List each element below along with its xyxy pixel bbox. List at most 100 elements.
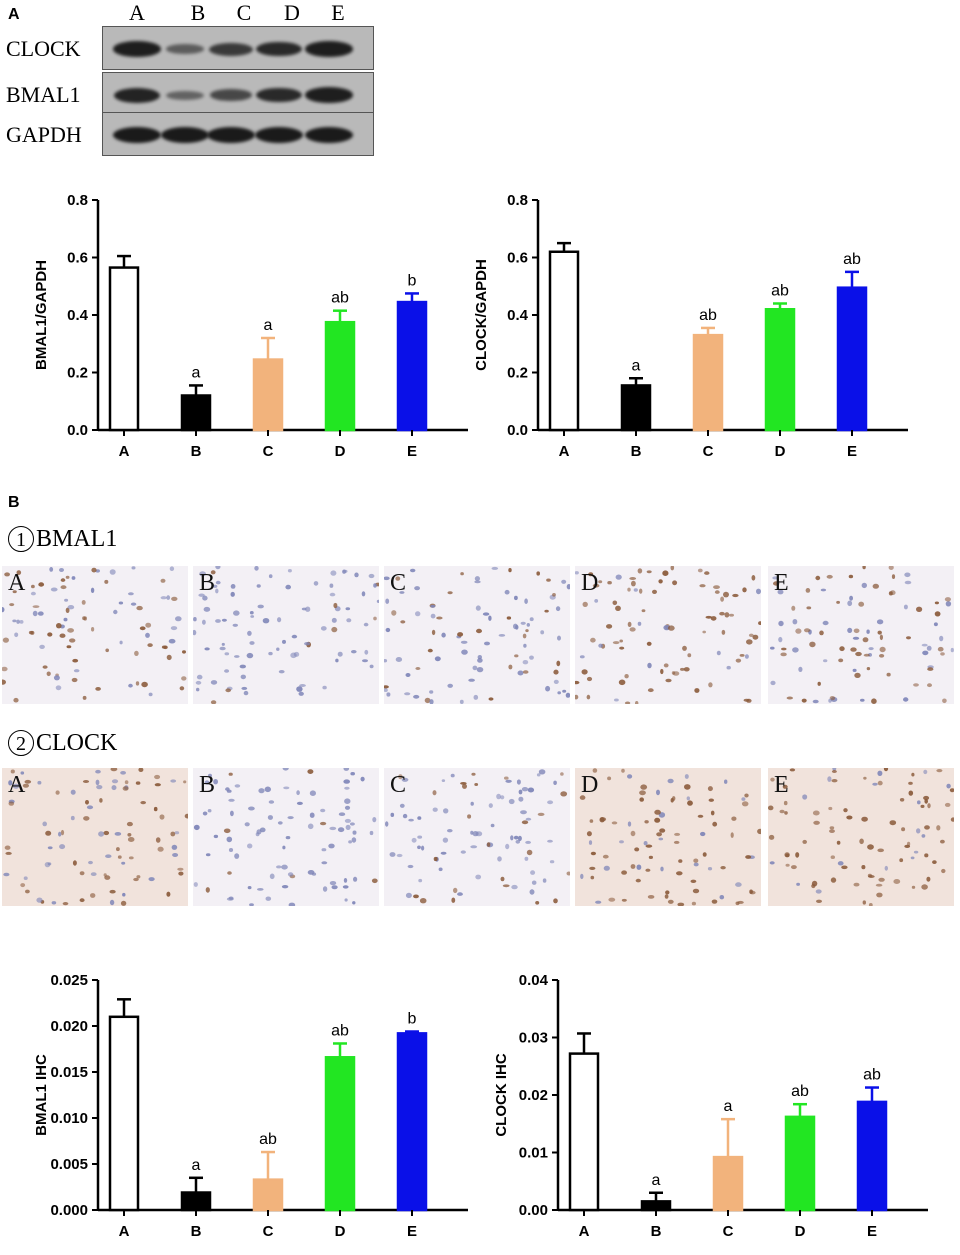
ihc-nucleus (903, 604, 908, 610)
ihc-nucleus (39, 644, 45, 649)
significance-label: ab (331, 1022, 349, 1039)
ihc-nucleus (711, 899, 718, 904)
ihc-nucleus (257, 604, 264, 609)
ihc-nucleus (225, 787, 230, 791)
ihc-nucleus (752, 634, 759, 640)
ihc-nucleus (595, 900, 602, 904)
ihc-nucleus (419, 898, 427, 904)
ihc-nucleus (25, 889, 30, 894)
ihc-nucleus (505, 843, 510, 850)
ihc-nucleus (373, 583, 377, 588)
ihc-nucleus (660, 866, 664, 872)
ihc-nucleus (579, 655, 585, 659)
ihc-nucleus (233, 610, 240, 616)
ihc-nucleus (838, 658, 844, 663)
ihc-nucleus (322, 685, 327, 690)
ihc-nucleus (342, 885, 349, 889)
ihc-nucleus (939, 635, 944, 642)
ihc-nucleus (157, 846, 164, 852)
ihc-nucleus (460, 850, 466, 854)
ihc-nucleus (665, 678, 672, 683)
ihc-nucleus (927, 803, 931, 809)
ihc-nucleus (470, 801, 474, 806)
y-tick-label: 0.4 (507, 307, 529, 324)
ihc-nucleus (934, 611, 941, 617)
western-blot: A B C D E CLOCK BMAL1 GAPDH (0, 0, 380, 160)
ihc-nucleus (343, 779, 350, 784)
ihc-nucleus (47, 632, 53, 637)
ihc-nucleus (553, 679, 559, 684)
ihc-nucleus (259, 827, 266, 833)
ihc-nucleus (72, 860, 77, 866)
ihc-nucleus (361, 591, 366, 597)
ihc-nucleus (773, 581, 780, 586)
ihc-nucleus (866, 629, 870, 634)
ihc-nucleus (408, 818, 414, 822)
ihc-nucleus (932, 860, 937, 864)
ihc-nucleus (934, 601, 939, 605)
ihc-bmal1-title: 1 BMAL1 (8, 526, 117, 553)
ihc-background (384, 768, 570, 906)
ihc-nucleus (878, 877, 885, 882)
ihc-nucleus (785, 853, 790, 858)
ihc-nucleus (566, 871, 570, 876)
ihc-nucleus (637, 621, 642, 626)
y-tick-label: 0.2 (507, 365, 528, 382)
ihc-nucleus (607, 776, 612, 781)
ihc-nucleus (49, 567, 54, 572)
ihc-nucleus (621, 898, 627, 902)
ihc-nucleus (175, 616, 182, 622)
ihc-nucleus (2, 666, 8, 672)
ihc-nucleus (329, 592, 336, 597)
ihc-nucleus (477, 658, 483, 663)
ihc-nucleus (614, 698, 619, 702)
ihc-nucleus (861, 865, 866, 870)
ihc-nucleus (721, 629, 726, 635)
blot-band (113, 127, 161, 143)
ihc-nucleus (8, 780, 13, 786)
ihc-background (384, 566, 570, 704)
ihc-nucleus (684, 784, 691, 790)
ihc-nucleus (249, 903, 254, 906)
ihc-nucleus (907, 841, 911, 847)
ihc-nucleus (557, 691, 561, 695)
ihc-nucleus (443, 808, 449, 814)
ihc-nucleus (686, 796, 690, 801)
ihc-nucleus (240, 674, 246, 680)
ihc-nucleus (497, 856, 502, 862)
ihc-nucleus (861, 582, 867, 589)
ihc-nucleus (590, 851, 596, 856)
ihc-nucleus (813, 820, 820, 825)
ihc-nucleus (525, 840, 531, 844)
ihc-nucleus (849, 595, 853, 601)
ihc-nucleus (518, 796, 524, 802)
ihc-nucleus (877, 780, 883, 786)
ihc-nucleus (522, 670, 529, 674)
ihc-nucleus (320, 821, 327, 826)
ihc-nucleus (307, 823, 314, 830)
ihc-nucleus (337, 651, 343, 657)
significance-label: b (408, 272, 417, 289)
ihc-background (2, 566, 188, 704)
ihc-nucleus (330, 570, 337, 576)
ihc-nucleus (847, 600, 853, 607)
ihc-nucleus (12, 783, 20, 789)
ihc-nucleus (440, 851, 447, 855)
ihc-nucleus (697, 814, 704, 818)
chart-svg: 0.000 0.005 0.010 0.015 0.020 0.025 BMAL1 IHC A… (33, 972, 468, 1240)
ihc-nucleus (474, 783, 479, 786)
ihc-nucleus (196, 687, 200, 692)
ihc-nucleus (720, 596, 724, 602)
ihc-nucleus (299, 684, 306, 687)
ihc-nucleus (110, 768, 118, 772)
x-tick-label: D (795, 1223, 806, 1240)
ihc-nucleus (498, 634, 506, 637)
ihc-nucleus (159, 814, 165, 820)
ihc-nucleus (575, 694, 579, 700)
ihc-nucleus (852, 668, 857, 672)
ihc-nucleus (920, 804, 925, 808)
ihc-nucleus (402, 813, 408, 819)
ihc-nucleus (475, 874, 482, 880)
ihc-nucleus (936, 769, 943, 773)
significance-label: a (264, 317, 273, 334)
